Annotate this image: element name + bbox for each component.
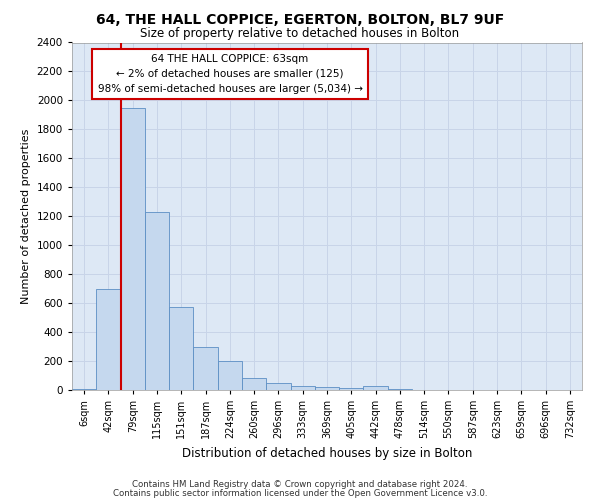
Bar (145, 212, 169, 390)
Bar (96, 288, 121, 390)
Y-axis label: Number of detached properties: Number of detached properties (21, 128, 31, 304)
Text: Size of property relative to detached houses in Bolton: Size of property relative to detached ho… (140, 26, 460, 40)
Bar (121, 108, 145, 390)
Bar (266, 384, 290, 390)
Text: Contains public sector information licensed under the Open Government Licence v3: Contains public sector information licen… (113, 488, 487, 498)
Bar (290, 386, 315, 390)
Text: 64, THE HALL COPPICE, EGERTON, BOLTON, BL7 9UF: 64, THE HALL COPPICE, EGERTON, BOLTON, B… (96, 12, 504, 26)
Bar (72, 388, 96, 390)
Bar (218, 361, 242, 390)
Bar (315, 387, 339, 390)
X-axis label: Distribution of detached houses by size in Bolton: Distribution of detached houses by size … (182, 446, 472, 460)
Text: Contains HM Land Registry data © Crown copyright and database right 2024.: Contains HM Land Registry data © Crown c… (132, 480, 468, 489)
Bar (193, 346, 218, 390)
Bar (169, 306, 193, 390)
Text: 64 THE HALL COPPICE: 63sqm
← 2% of detached houses are smaller (125)
98% of semi: 64 THE HALL COPPICE: 63sqm ← 2% of detac… (98, 54, 362, 94)
Bar (242, 378, 266, 390)
Bar (339, 388, 364, 390)
Bar (364, 386, 388, 390)
